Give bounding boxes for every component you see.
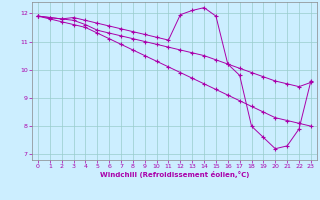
X-axis label: Windchill (Refroidissement éolien,°C): Windchill (Refroidissement éolien,°C) (100, 171, 249, 178)
